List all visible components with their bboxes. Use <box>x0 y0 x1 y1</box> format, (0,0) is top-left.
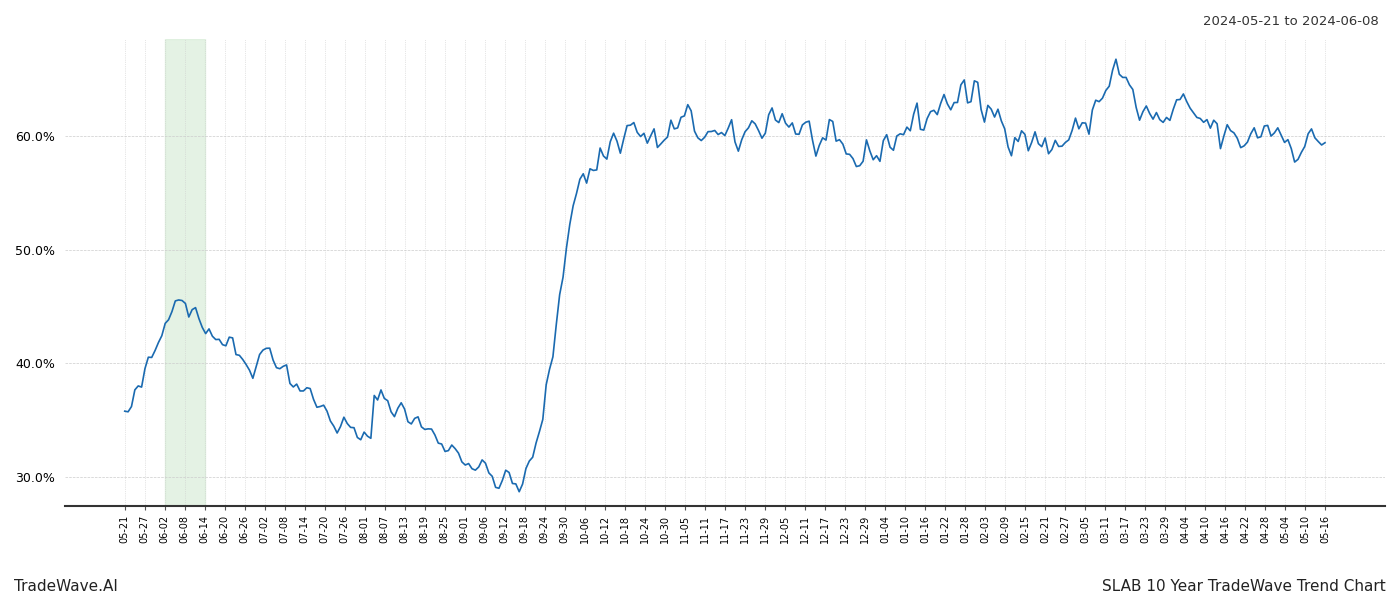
Text: 2024-05-21 to 2024-06-08: 2024-05-21 to 2024-06-08 <box>1203 15 1379 28</box>
Text: SLAB 10 Year TradeWave Trend Chart: SLAB 10 Year TradeWave Trend Chart <box>1102 579 1386 594</box>
Bar <box>165 39 204 506</box>
Text: TradeWave.AI: TradeWave.AI <box>14 579 118 594</box>
